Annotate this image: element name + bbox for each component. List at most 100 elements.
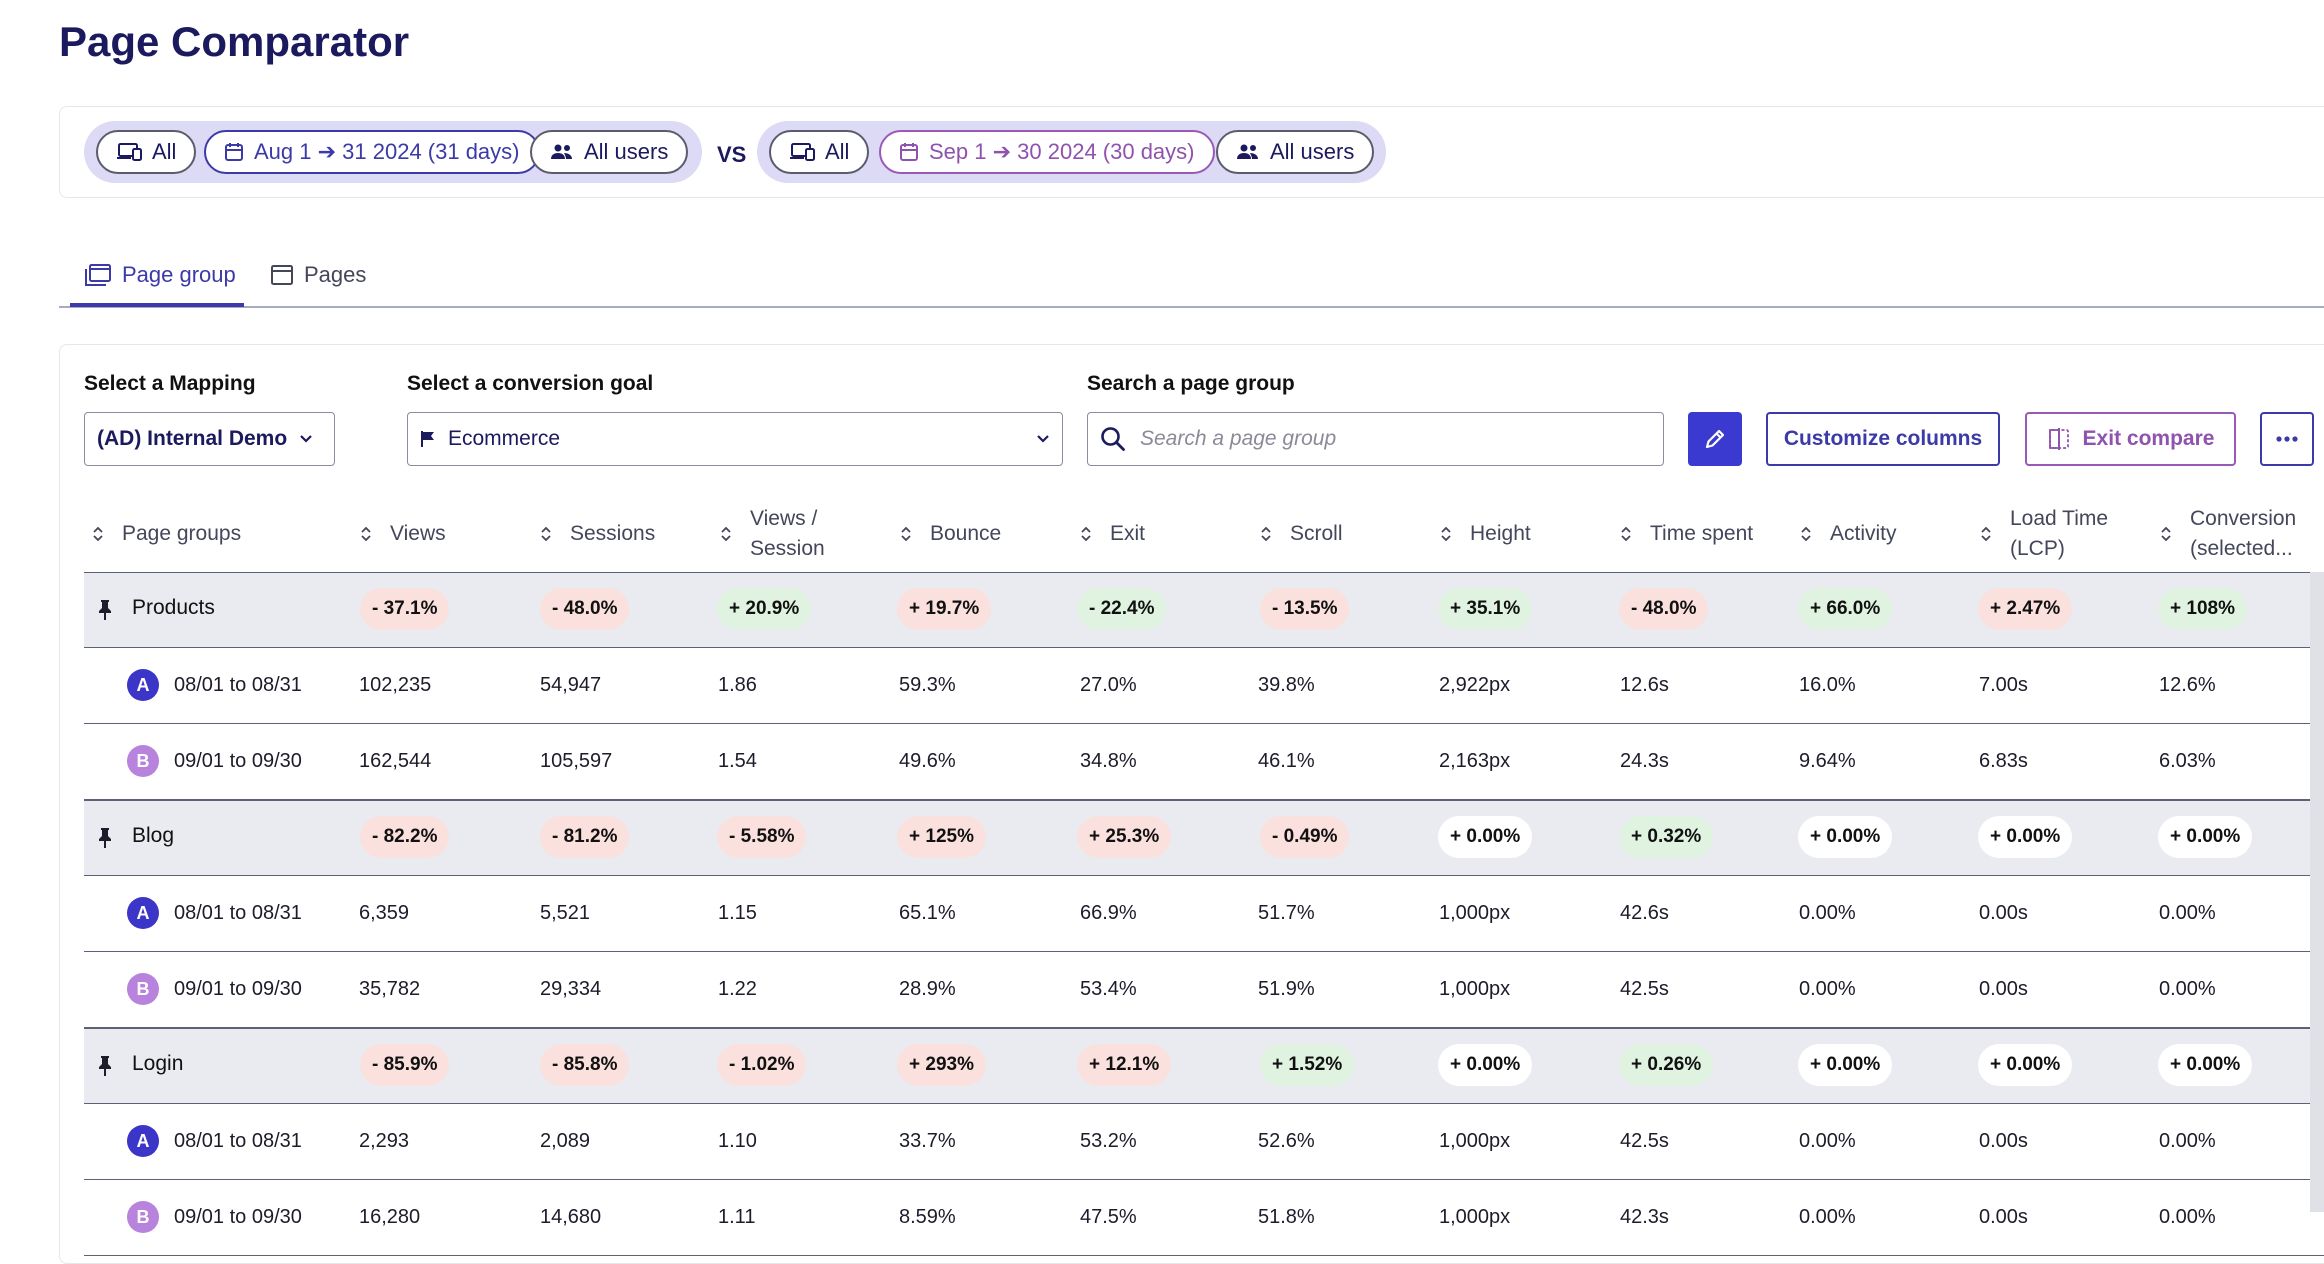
column-header-2[interactable]: Sessions [540, 496, 655, 572]
delta-badge: + 0.00% [1798, 816, 1893, 858]
delta-badge: + 12.1% [1077, 1044, 1172, 1086]
group-row[interactable] [84, 1028, 2324, 1104]
table-cell: 0.00% [1799, 902, 1856, 924]
search-label: Search a page group [1087, 372, 1295, 395]
column-header-4[interactable]: Bounce [900, 496, 1001, 572]
search-field[interactable]: Search a page group [1087, 412, 1664, 466]
date-filter-b[interactable]: Sep 1 ➔ 30 2024 (30 days) [879, 130, 1215, 174]
delta-badge: + 20.9% [717, 588, 812, 630]
more-horizontal-icon [2276, 436, 2298, 442]
column-header-label: Session [750, 537, 825, 560]
goal-select-value: Ecommerce [448, 427, 561, 450]
group-row[interactable] [84, 572, 2324, 648]
row-divider [84, 1027, 2324, 1028]
users-filter-a[interactable]: All users [530, 130, 689, 174]
table-cell: 1,000px [1439, 1206, 1511, 1228]
sort-icon [2161, 526, 2171, 542]
delta-badge: - 1.02% [717, 1044, 807, 1086]
table-cell: 53.2% [1080, 1130, 1137, 1152]
sort-icon [1621, 526, 1631, 542]
mapping-select[interactable]: (AD) Internal Demo [84, 412, 335, 466]
pin-icon [99, 1056, 111, 1076]
period-avatar: B [127, 973, 159, 1005]
delta-badge: - 0.49% [1260, 816, 1350, 858]
table-scrollbar[interactable] [2310, 572, 2324, 1212]
sort-icon [1441, 526, 1451, 542]
column-header-11[interactable]: Conversion (selected... [2160, 496, 2296, 572]
table-cell: 0.00% [2159, 978, 2216, 1000]
users-icon [1237, 144, 1258, 159]
table-cell: 1,000px [1439, 1130, 1511, 1152]
delta-badge: - 37.1% [360, 588, 450, 630]
column-header-label: Views [390, 522, 446, 545]
users-icon [551, 144, 572, 159]
customize-columns-button[interactable]: Customize columns [1766, 412, 2000, 466]
period-label: 08/01 to 08/31 [174, 902, 302, 924]
pin-button[interactable] [97, 1055, 113, 1077]
period-label: 08/01 to 08/31 [174, 674, 302, 696]
column-header-9[interactable]: Activity [1800, 496, 1897, 572]
pin-button[interactable] [97, 827, 113, 849]
table-cell: 51.9% [1258, 978, 1315, 1000]
goal-select[interactable]: Ecommerce [407, 412, 1063, 466]
page-icon [271, 265, 293, 285]
device-filter-a[interactable]: All [96, 130, 197, 174]
more-options-button[interactable] [2260, 412, 2314, 466]
table-cell: 12.6s [1620, 674, 1669, 696]
pin-button[interactable] [97, 599, 113, 621]
table-cell: 52.6% [1258, 1130, 1315, 1152]
column-header-3[interactable]: Views / Session [720, 496, 825, 572]
period-avatar: A [127, 669, 159, 701]
table-cell: 49.6% [899, 750, 956, 772]
users-filter-b-label: All users [1270, 139, 1355, 164]
tab-page-group[interactable]: Page group [84, 262, 236, 288]
sort-icon [541, 526, 551, 542]
table-cell: 14,680 [540, 1206, 602, 1228]
column-header-7[interactable]: Height [1440, 496, 1531, 572]
column-header-6[interactable]: Scroll [1260, 496, 1343, 572]
table-cell: 39.8% [1258, 674, 1315, 696]
edit-button[interactable] [1688, 412, 1742, 466]
row-divider [84, 723, 2324, 724]
column-header-0[interactable]: Page groups [92, 496, 241, 572]
sort-icon [1801, 526, 1811, 542]
page-group-icon [85, 264, 111, 286]
table-cell: 7.00s [1979, 674, 2028, 696]
group-row[interactable] [84, 800, 2324, 876]
delta-badge: + 0.00% [2158, 1044, 2253, 1086]
exit-compare-button[interactable]: Exit compare [2025, 412, 2236, 466]
date-filter-b-label: Sep 1 ➔ 30 2024 (30 days) [929, 139, 1195, 164]
column-header-5[interactable]: Exit [1080, 496, 1145, 572]
column-header-label: (LCP) [2010, 537, 2065, 560]
date-filter-a[interactable]: Aug 1 ➔ 31 2024 (31 days) [204, 130, 540, 174]
table-cell: 105,597 [540, 750, 613, 772]
users-filter-b[interactable]: All users [1216, 130, 1375, 174]
group-name: Products [132, 596, 215, 619]
device-filter-b[interactable]: All [769, 130, 870, 174]
table-cell: 2,922px [1439, 674, 1511, 696]
delta-badge: - 13.5% [1260, 588, 1350, 630]
column-header-8[interactable]: Time spent [1620, 496, 1753, 572]
table-cell: 59.3% [899, 674, 956, 696]
table-cell: 51.7% [1258, 902, 1315, 924]
table-cell: 66.9% [1080, 902, 1137, 924]
column-header-10[interactable]: Load Time (LCP) [1980, 496, 2108, 572]
tab-pages[interactable]: Pages [270, 262, 366, 288]
table-cell: 2,089 [540, 1130, 591, 1152]
column-header-label: Conversion [2190, 507, 2297, 530]
device-filter-a-label: All [152, 139, 177, 164]
delta-badge: - 85.8% [540, 1044, 630, 1086]
table-cell: 1.86 [718, 674, 757, 696]
sort-icon [93, 526, 103, 542]
delta-badge: - 48.0% [1619, 588, 1709, 630]
table-cell: 162,544 [359, 750, 432, 772]
table-cell: 0.00% [2159, 902, 2216, 924]
pin-icon [99, 828, 111, 848]
table-cell: 28.9% [899, 978, 956, 1000]
column-header-1[interactable]: Views [360, 496, 446, 572]
delta-badge: + 0.00% [2158, 816, 2253, 858]
delta-badge: + 19.7% [897, 588, 992, 630]
search-input[interactable]: Search a page group [1140, 427, 1337, 450]
page-title: Page Comparator [59, 18, 410, 65]
table-cell: 65.1% [899, 902, 956, 924]
